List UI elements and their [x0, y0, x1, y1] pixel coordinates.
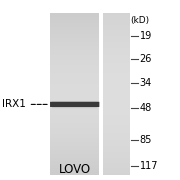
Text: 26: 26 — [140, 54, 152, 64]
Text: 48: 48 — [140, 103, 152, 113]
FancyBboxPatch shape — [52, 105, 97, 108]
Text: (kD): (kD) — [130, 16, 150, 25]
Text: 117: 117 — [140, 161, 158, 171]
FancyBboxPatch shape — [52, 101, 97, 104]
Text: 34: 34 — [140, 78, 152, 88]
FancyBboxPatch shape — [50, 102, 99, 107]
Text: 19: 19 — [140, 31, 152, 41]
Text: LOVO: LOVO — [59, 163, 91, 176]
Text: 85: 85 — [140, 135, 152, 145]
Text: IRX1: IRX1 — [2, 99, 48, 109]
